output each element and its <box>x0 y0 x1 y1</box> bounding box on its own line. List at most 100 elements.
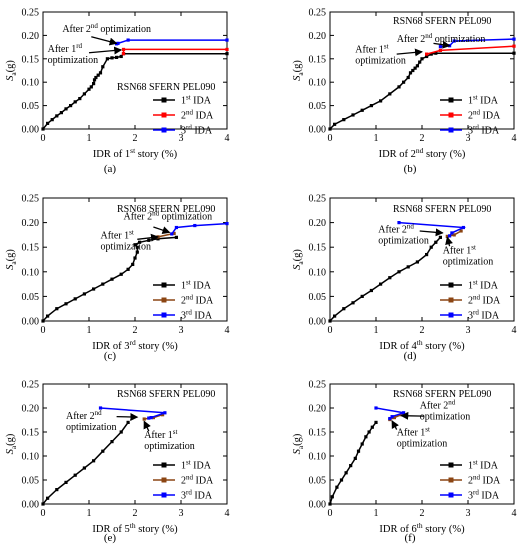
data-point <box>55 488 59 492</box>
x-axis-label-text: IDR of 4 <box>379 341 417 352</box>
series-line-1 <box>42 421 129 505</box>
legend-label: 2nd IDA <box>468 474 501 487</box>
x-tick-label: 0 <box>41 133 46 144</box>
data-point <box>161 413 165 417</box>
y-axis-label-post: (g) <box>292 433 303 446</box>
data-point <box>512 37 516 41</box>
legend-marker <box>161 282 167 288</box>
x-tick-label: 3 <box>466 325 471 336</box>
data-point <box>397 270 401 274</box>
legend-marker <box>161 462 167 468</box>
data-point <box>73 100 77 104</box>
annotation-line-sup: nd <box>91 22 99 30</box>
chart-title: RSN68 SFERN PEL090 <box>393 16 491 27</box>
data-point <box>78 96 82 101</box>
x-axis-label: IDR of 2nd story (%) <box>379 146 466 160</box>
annotation-line: After 2nd <box>66 409 102 422</box>
series-line-3 <box>171 222 228 235</box>
legend-label-post: IDA <box>480 296 501 307</box>
data-point <box>59 111 63 115</box>
x-axis-label-sup: st <box>130 146 136 155</box>
data-point <box>360 442 364 446</box>
y-axis-label-symbol: S <box>292 75 303 81</box>
legend-label-sup: st <box>473 279 478 287</box>
data-point <box>163 411 167 415</box>
x-tick-label: 4 <box>512 133 517 144</box>
data-point <box>342 307 346 311</box>
panel-label: (a) <box>104 163 117 175</box>
y-tick-label: 0.00 <box>22 500 40 511</box>
annotation-1: After 2nd optimization <box>124 210 212 235</box>
annotation-line-text: After 1 <box>443 246 472 257</box>
data-point <box>360 108 364 112</box>
x-tick-label: 2 <box>133 325 138 336</box>
annotation-line: optimization <box>101 241 152 252</box>
chart-title: RSN68 SFERN PEL090 <box>393 204 491 215</box>
data-point <box>356 449 361 453</box>
annotation-line: optimization <box>443 257 494 268</box>
annotation-line-sup: nd <box>95 409 103 417</box>
data-point <box>351 113 355 117</box>
y-tick-label: 0.20 <box>22 404 40 415</box>
data-point <box>429 52 433 56</box>
x-axis-label-text: IDR of 5 <box>92 524 129 535</box>
chart-title: RSN68 SFERN PEL090 <box>393 389 491 400</box>
y-axis-label-sub: a <box>296 261 305 265</box>
data-point <box>450 231 454 235</box>
y-axis-label-symbol: S <box>5 448 16 454</box>
x-axis-label-text: IDR of 2 <box>379 149 416 160</box>
x-tick-label: 1 <box>87 325 92 336</box>
legend-label-post: IDA <box>478 281 499 292</box>
legend-label-text: 2 <box>468 296 473 307</box>
legend-label-sup: nd <box>186 474 194 482</box>
legend-label: 3rd IDA <box>468 124 500 137</box>
x-axis-label-post: story (%) <box>136 341 178 352</box>
legend-marker <box>448 477 454 483</box>
annotation-arrow <box>391 420 399 430</box>
series-line-1 <box>329 236 441 322</box>
legend-label-sup: nd <box>473 294 481 302</box>
data-point <box>149 416 153 420</box>
annotation-arrow <box>396 48 423 57</box>
legend-label: 1st IDA <box>468 94 499 107</box>
data-point <box>101 65 105 69</box>
y-axis-label: Sa(g) <box>5 249 18 270</box>
data-point <box>69 104 73 108</box>
y-tick-label: 0.10 <box>309 452 327 463</box>
x-axis-label-text: IDR of 1 <box>93 149 130 160</box>
y-tick-label: 0.20 <box>309 31 327 42</box>
data-point <box>374 406 378 410</box>
data-point <box>41 502 45 506</box>
annotation-line-text: optimization <box>378 235 429 246</box>
data-point <box>151 416 155 420</box>
x-tick-label: 1 <box>374 508 379 519</box>
data-point <box>94 75 98 80</box>
annotation-line-sup: nd <box>152 210 160 218</box>
y-tick-label: 0.15 <box>22 54 40 65</box>
annotation-line-text: After 1 <box>144 430 173 441</box>
x-axis-label-post: story (%) <box>423 149 465 160</box>
data-point <box>402 80 406 84</box>
data-point <box>87 87 91 91</box>
legend-label-text: 3 <box>468 491 473 502</box>
y-tick-label: 0.25 <box>22 194 40 205</box>
data-point <box>425 54 429 59</box>
data-point <box>41 319 45 323</box>
legend-marker <box>448 312 454 318</box>
data-point <box>46 314 50 318</box>
y-tick-label: 0.10 <box>22 78 40 89</box>
annotation-arrow <box>143 420 151 432</box>
data-point <box>121 52 126 56</box>
annotation-line-text: optimization <box>48 55 99 66</box>
x-axis-label-sup: rd <box>130 338 136 347</box>
y-tick-label: 0.25 <box>309 194 327 205</box>
panel-label: (f) <box>405 532 416 544</box>
chart-panel-b: 0 1 2 3 4 0.00 0.05 0.10 0.15 0.20 0.25 IDR of 2nd … <box>292 8 517 176</box>
legend-label-sup: rd <box>473 124 479 132</box>
annotation-line: optimization <box>66 422 117 433</box>
x-tick-label: 2 <box>420 133 425 144</box>
